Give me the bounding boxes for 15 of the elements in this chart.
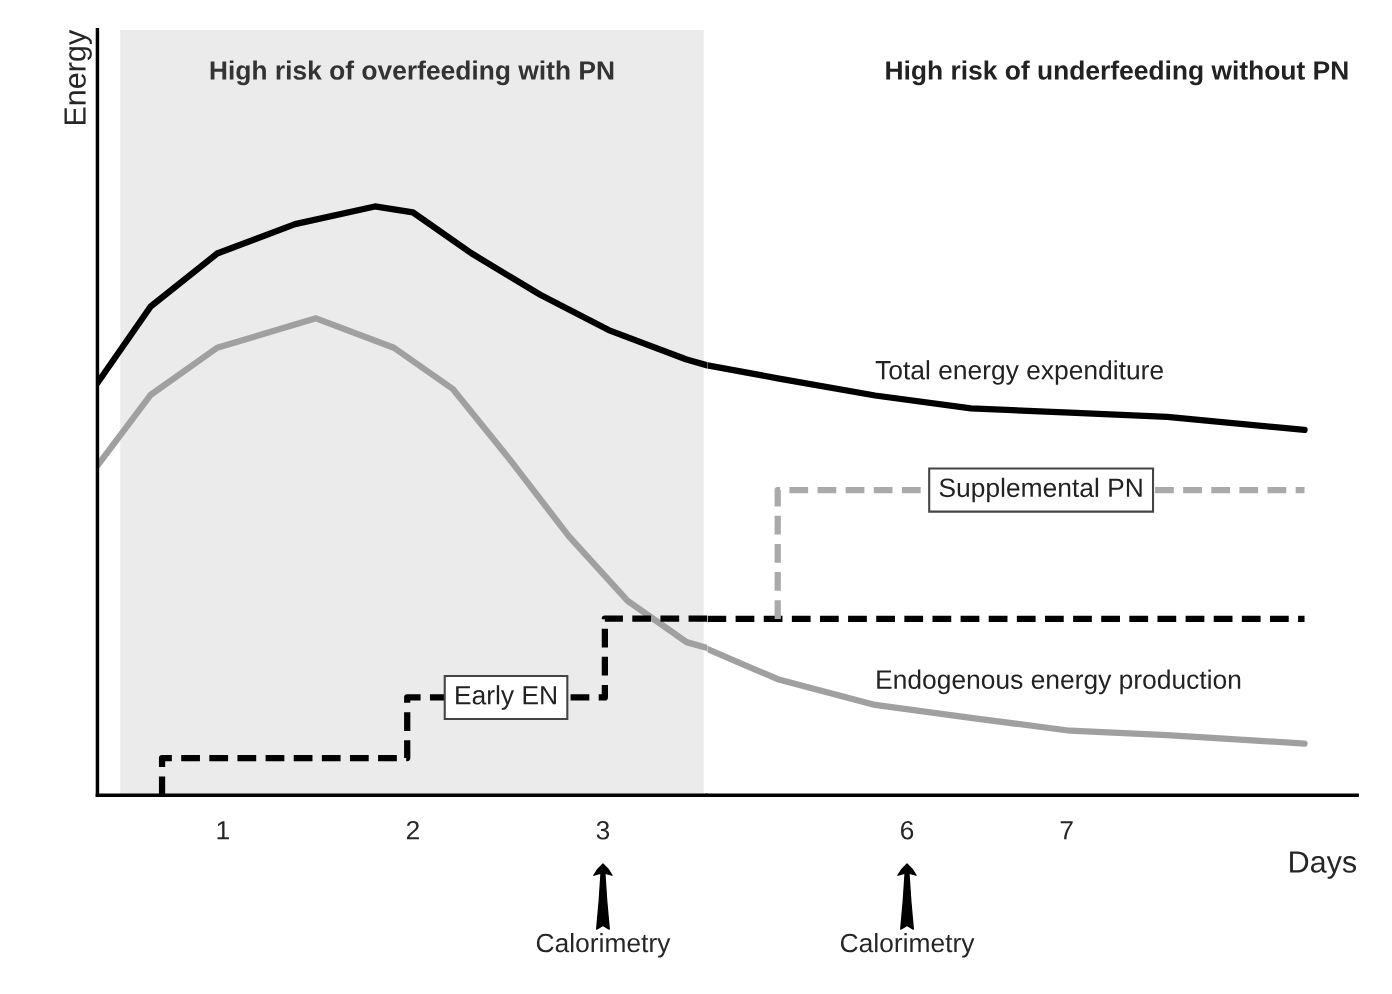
x-tick-label: 7 bbox=[1060, 821, 1073, 840]
x-tick-label: 2 bbox=[406, 820, 419, 840]
series-label: Total energy expenditure bbox=[875, 360, 1163, 385]
text: Calorimetry bbox=[536, 932, 671, 958]
x-axis-title: Days bbox=[1290, 851, 1357, 879]
x-tick-label: 1 bbox=[217, 821, 229, 840]
series-label: Endogenous energy production bbox=[877, 669, 1241, 695]
x-tick-label: 3 bbox=[596, 820, 610, 840]
text: Calorimetry bbox=[840, 932, 975, 958]
chart-title: High risk of underfeeding without PN bbox=[886, 60, 1348, 86]
y-axis-title: Energy bbox=[64, 29, 92, 125]
series-label: Supplemental PN bbox=[939, 477, 1142, 503]
band-label: High risk of overfeeding with PN bbox=[210, 60, 614, 86]
x-tick-label: 6 bbox=[901, 820, 914, 840]
series-label: Early EN bbox=[456, 685, 556, 710]
